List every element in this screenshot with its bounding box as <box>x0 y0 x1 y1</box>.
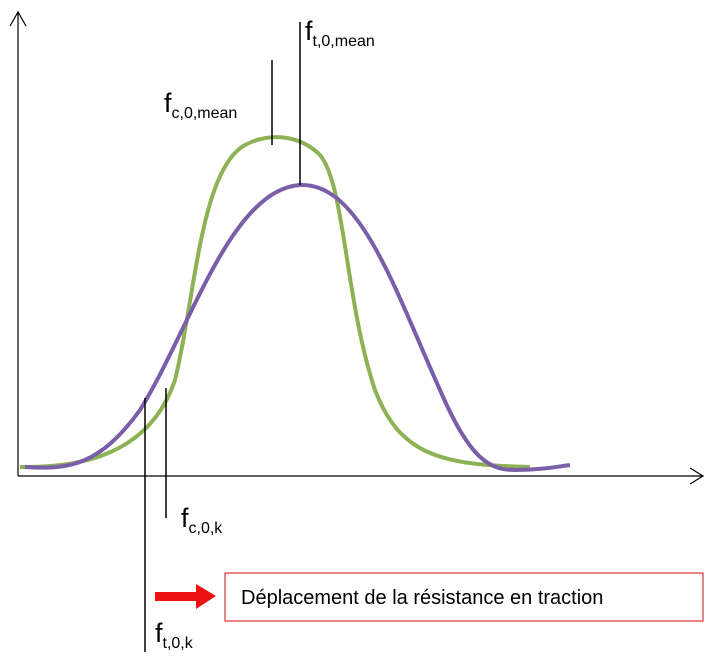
red-arrow <box>155 584 216 609</box>
label-main: f <box>305 16 313 46</box>
arrow-head <box>196 584 216 609</box>
y-axis-arrow <box>9 10 27 27</box>
axes <box>9 10 705 485</box>
markers <box>144 22 301 652</box>
label-sub: c,0,k <box>189 520 224 537</box>
label: ft,0,mean <box>305 16 375 50</box>
label: fc,0,mean <box>164 88 237 122</box>
caption-box <box>224 572 704 622</box>
label: ft,0,k <box>155 618 194 652</box>
caption: Déplacement de la résistance en traction <box>241 587 603 609</box>
label-main: f <box>164 88 172 118</box>
tension-curve <box>24 182 571 473</box>
label-main: f <box>155 618 163 648</box>
label-sub: t,0,k <box>163 635 194 652</box>
arrow-shaft <box>155 592 197 601</box>
x-axis-arrow <box>689 467 705 485</box>
label-sub: t,0,mean <box>313 33 375 50</box>
label-main: f <box>181 503 189 533</box>
label-sub: c,0,mean <box>172 105 238 122</box>
compression-curve <box>19 135 531 470</box>
label: fc,0,k <box>181 503 223 537</box>
